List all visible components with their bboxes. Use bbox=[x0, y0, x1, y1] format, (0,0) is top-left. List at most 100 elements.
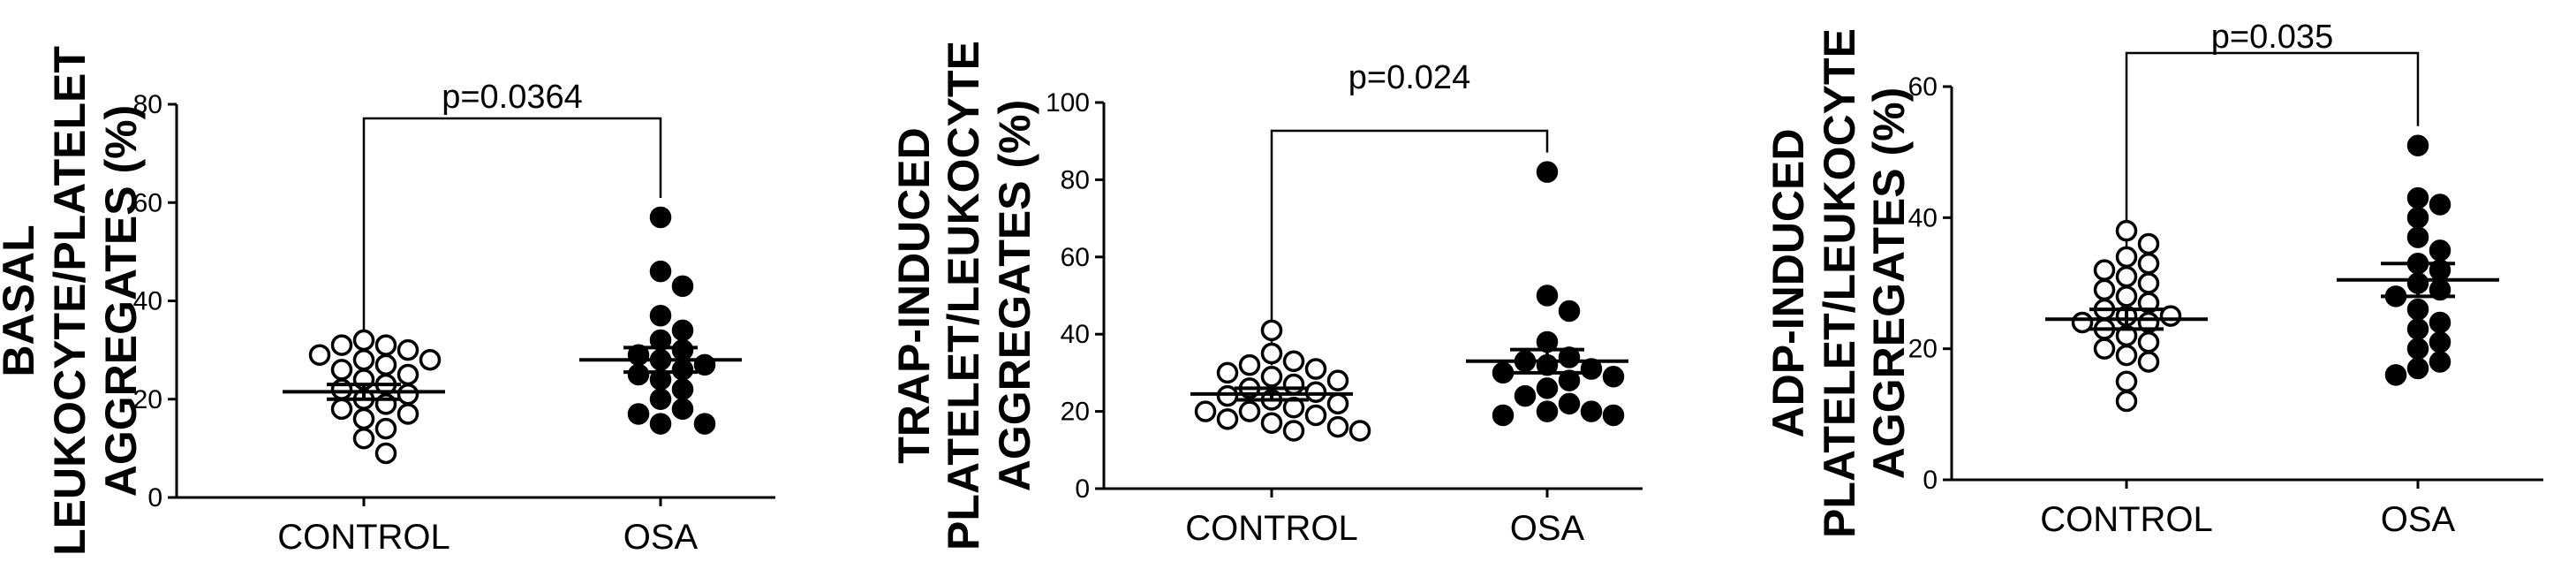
data-point-osa bbox=[649, 413, 672, 435]
data-point-osa bbox=[2384, 364, 2407, 386]
data-point-control bbox=[2115, 265, 2138, 288]
data-point-osa bbox=[1602, 366, 1625, 388]
data-point-control bbox=[1304, 358, 1327, 380]
data-point-control bbox=[374, 417, 397, 440]
data-point-control bbox=[2115, 370, 2138, 392]
data-point-control bbox=[308, 344, 331, 366]
data-point-osa bbox=[2429, 351, 2451, 373]
data-point-osa bbox=[1536, 400, 1559, 422]
data-point-osa bbox=[1558, 300, 1581, 323]
data-point-osa bbox=[1492, 404, 1515, 427]
y-axis-title-line: AGGREGATES (%) bbox=[96, 105, 146, 497]
x-category-label: CONTROL bbox=[1185, 509, 1358, 548]
significance-bracket bbox=[2125, 51, 2420, 287]
y-tick-label: 100 bbox=[1046, 88, 1090, 118]
data-point-control bbox=[1260, 412, 1283, 434]
data-point-control bbox=[1260, 366, 1283, 388]
data-point-osa bbox=[2406, 357, 2429, 380]
data-point-osa bbox=[693, 413, 716, 435]
y-axis-title-line: LEUKOCYTE/PLATELET bbox=[45, 46, 94, 556]
data-point-control bbox=[374, 442, 397, 465]
data-point-control bbox=[330, 334, 353, 356]
data-point-control bbox=[1282, 420, 1305, 442]
data-point-control bbox=[1304, 381, 1327, 403]
data-point-osa bbox=[2429, 239, 2451, 262]
data-point-control bbox=[419, 349, 442, 371]
y-tick-label: 20 bbox=[133, 385, 162, 414]
data-point-control bbox=[1326, 415, 1349, 438]
data-point-control bbox=[2137, 331, 2160, 353]
y-tick-label: 20 bbox=[1908, 335, 1938, 364]
y-tick-label: 60 bbox=[1908, 72, 1938, 102]
data-point-control bbox=[1326, 392, 1349, 415]
data-point-control bbox=[330, 359, 353, 381]
data-point-osa bbox=[2406, 226, 2429, 248]
data-point-control bbox=[2093, 338, 2116, 360]
data-point-control bbox=[352, 329, 375, 352]
y-tick-label: 40 bbox=[1908, 203, 1938, 232]
data-point-control bbox=[2137, 272, 2160, 294]
data-point-control bbox=[2115, 246, 2138, 269]
data-point-osa bbox=[671, 319, 694, 342]
data-point-osa bbox=[2429, 331, 2451, 353]
data-point-osa bbox=[1602, 404, 1625, 427]
data-point-control bbox=[1216, 361, 1239, 384]
y-tick-label: 0 bbox=[147, 483, 162, 512]
y-tick-label: 80 bbox=[1061, 165, 1090, 194]
data-point-control bbox=[397, 383, 419, 406]
x-category-label: CONTROL bbox=[2040, 500, 2213, 539]
y-tick-label: 20 bbox=[1061, 398, 1090, 427]
chart-panel-2: TRAP-INDUCED PLATELET/LEUKOCYTE AGGREGATES… bbox=[889, 41, 1643, 550]
data-point-control bbox=[352, 428, 375, 450]
p-value-label: p=0.024 bbox=[1348, 59, 1470, 96]
y-tick-label: 60 bbox=[1061, 243, 1090, 272]
data-point-osa bbox=[649, 260, 672, 283]
data-point-osa bbox=[671, 378, 694, 400]
y-axis-title-line: AGGREGATES (%) bbox=[1864, 87, 1914, 480]
data-point-osa bbox=[1492, 361, 1515, 384]
y-tick-label: 80 bbox=[133, 90, 162, 119]
y-axis-title-line: ADP-INDUCED bbox=[1764, 129, 1813, 438]
data-point-osa bbox=[1558, 392, 1581, 415]
data-point-control bbox=[2115, 219, 2138, 242]
data-point-osa bbox=[2429, 194, 2451, 216]
data-point-control bbox=[2137, 253, 2160, 275]
p-value-label: p=0.0364 bbox=[442, 79, 583, 116]
data-point-control bbox=[2115, 344, 2138, 367]
data-point-control bbox=[1216, 384, 1239, 407]
data-point-osa bbox=[1514, 384, 1537, 407]
data-point-osa bbox=[671, 359, 694, 381]
data-point-control bbox=[374, 353, 397, 376]
data-point-control bbox=[397, 363, 419, 386]
data-point-osa bbox=[1536, 161, 1559, 183]
chart-panel-3: ADP-INDUCED PLATELET/LEUKOCYTE AGGREGATES … bbox=[1764, 19, 2543, 539]
data-point-control bbox=[1194, 400, 1217, 422]
data-point-osa bbox=[671, 275, 694, 298]
data-point-osa bbox=[1536, 285, 1559, 307]
x-category-label: OSA bbox=[623, 518, 699, 557]
y-axis-title-line: BASAL bbox=[0, 224, 43, 376]
data-point-control bbox=[2071, 311, 2094, 334]
data-point-control bbox=[1238, 400, 1261, 422]
data-point-control bbox=[1326, 369, 1349, 391]
data-point-control bbox=[352, 407, 375, 430]
data-point-control bbox=[2115, 285, 2138, 307]
x-category-label: OSA bbox=[2381, 500, 2456, 539]
y-axis-title-line: TRAP-INDUCED bbox=[889, 127, 939, 464]
x-category-label: CONTROL bbox=[277, 518, 450, 557]
data-point-osa bbox=[671, 338, 694, 361]
significance-bracket bbox=[1270, 129, 1549, 366]
data-point-osa bbox=[649, 206, 672, 229]
data-point-osa bbox=[649, 304, 672, 327]
data-point-osa bbox=[2406, 318, 2429, 340]
data-point-osa bbox=[2406, 207, 2429, 229]
y-tick-label: 60 bbox=[133, 188, 162, 217]
data-point-control bbox=[2093, 259, 2116, 281]
data-point-control bbox=[397, 338, 419, 361]
x-category-label: OSA bbox=[1510, 509, 1585, 548]
data-point-control bbox=[1282, 350, 1305, 373]
data-point-control bbox=[2115, 390, 2138, 413]
data-point-control bbox=[1260, 319, 1283, 342]
y-axis-title-line: AGGREGATES (%) bbox=[990, 100, 1039, 492]
